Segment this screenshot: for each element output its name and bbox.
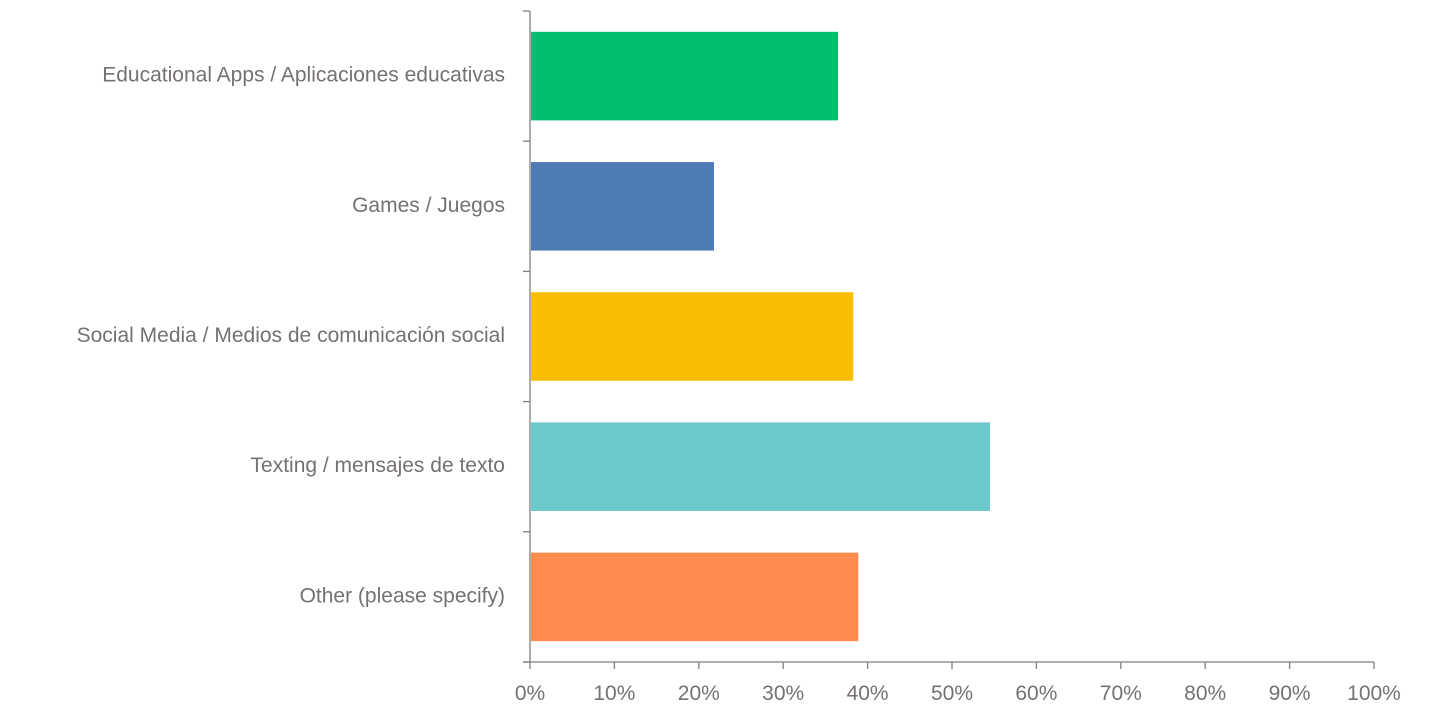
bars-group: [531, 31, 990, 642]
axes-group: [523, 10, 1375, 669]
category-label-4: Texting / mensajes de texto: [251, 454, 505, 477]
x-tick-label-9: 90%: [1269, 682, 1311, 705]
bar-3: [531, 292, 854, 381]
x-tick-label-8: 80%: [1184, 682, 1226, 705]
x-tick-label-0: 0%: [515, 682, 545, 705]
x-tick-label-7: 70%: [1100, 682, 1142, 705]
x-tick-label-3: 30%: [762, 682, 804, 705]
x-tick-label-6: 60%: [1015, 682, 1057, 705]
category-label-5: Other (please specify): [300, 584, 505, 607]
tick-labels-group: 0% 10% 20% 30% 40% 50% 60% 70% 80% 90% 100%: [515, 682, 1401, 705]
category-label-3: Social Media / Medios de comunicación so…: [77, 324, 505, 347]
bar-4: [531, 422, 990, 511]
x-tick-label-5: 50%: [931, 682, 973, 705]
bar-2: [531, 162, 714, 251]
x-tick-label-4: 40%: [847, 682, 889, 705]
category-label-2: Games / Juegos: [352, 194, 505, 217]
x-tick-label-1: 10%: [593, 682, 635, 705]
category-label-1: Educational Apps / Aplicaciones educativ…: [102, 64, 505, 87]
x-tick-label-10: 100%: [1347, 682, 1401, 705]
bar-5: [531, 552, 859, 642]
x-tick-label-2: 20%: [678, 682, 720, 705]
category-labels-group: Educational Apps / Aplicaciones educativ…: [77, 64, 505, 608]
bar-1: [531, 31, 839, 121]
